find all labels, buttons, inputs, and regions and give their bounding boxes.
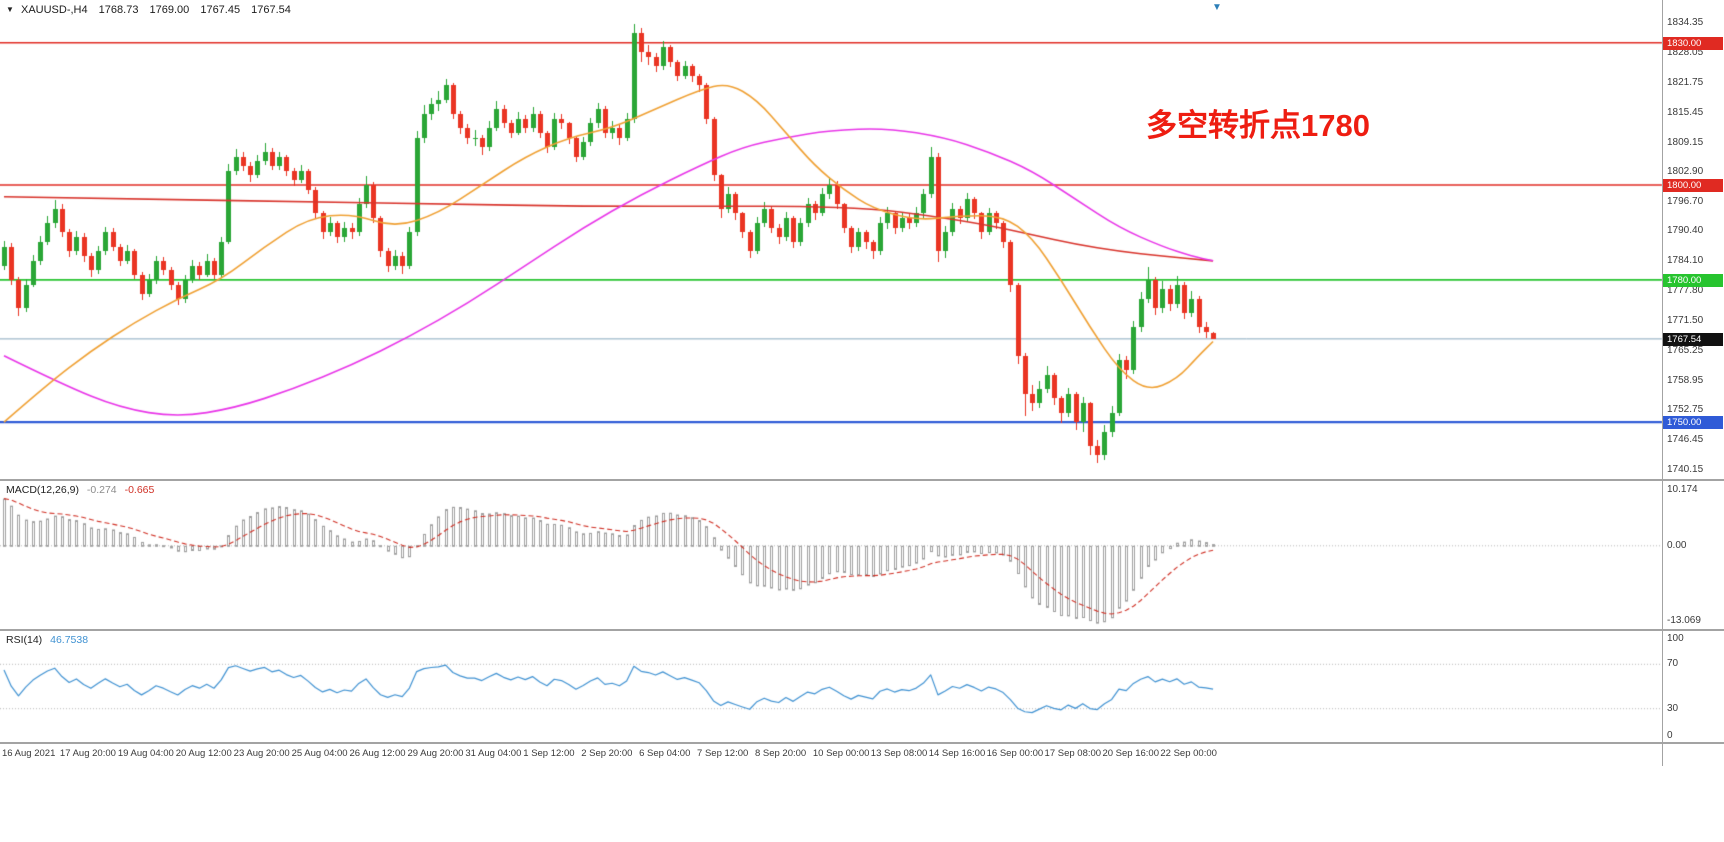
price-axis-label: 1809.15 — [1667, 136, 1704, 148]
price-axis-label: 1828.05 — [1667, 46, 1704, 58]
time-axis-label: 22 Sep 00:00 — [1160, 748, 1217, 759]
time-axis-label: 2 Sep 20:00 — [581, 748, 633, 759]
time-axis-label: 1 Sep 12:00 — [523, 748, 575, 759]
time-axis-label: 6 Sep 04:00 — [639, 748, 691, 759]
panel-separator[interactable] — [0, 742, 1724, 744]
quote-close: 1767.54 — [251, 4, 291, 16]
time-axis[interactable]: 16 Aug 2021 17 Aug 20:00 19 Aug 04:00 20 Au… — [0, 744, 1662, 766]
rsi-indicator-label: RSI(14) 46.7538 — [6, 634, 93, 646]
time-axis-label: 20 Aug 12:00 — [175, 748, 232, 759]
collapse-triangle-icon[interactable]: ▼ — [6, 5, 14, 14]
time-axis-label: 17 Aug 20:00 — [59, 748, 116, 759]
time-axis-label: 29 Aug 20:00 — [407, 748, 464, 759]
price-axis-label: 1771.50 — [1667, 315, 1704, 327]
price-axis-label: 1746.45 — [1667, 433, 1704, 445]
price-axis-label: 1765.25 — [1667, 344, 1704, 356]
rsi-value: 46.7538 — [50, 634, 89, 646]
symbol-timeframe-label: XAUUSD-,H4 — [20, 4, 88, 16]
macd-axis-label: 10.174 — [1667, 484, 1698, 495]
time-axis-label: 10 Sep 00:00 — [812, 748, 870, 759]
price-axis-label: 1802.90 — [1667, 166, 1704, 178]
price-tag-1750.00: 1750.00 — [1663, 416, 1723, 430]
chart-header: ▼ XAUUSD-,H4 1768.73 1769.00 1767.45 176… — [6, 4, 291, 16]
macd-axis-label: -13.069 — [1667, 615, 1701, 626]
macd-value-main: -0.274 — [86, 484, 117, 496]
time-axis-label: 14 Sep 16:00 — [928, 748, 986, 759]
macd-value-signal: -0.665 — [124, 484, 155, 496]
price-axis-label: 1740.15 — [1667, 463, 1704, 475]
price-axis-label: 1752.75 — [1667, 404, 1704, 416]
price-axis-label: 1758.95 — [1667, 374, 1704, 386]
time-axis-label: 19 Aug 04:00 — [117, 748, 174, 759]
macd-name: MACD(12,26,9) — [6, 484, 79, 496]
price-axis-label: 1821.75 — [1667, 76, 1704, 88]
current-price-tag: 1767.54 — [1663, 332, 1723, 346]
time-axis-label: 7 Sep 12:00 — [697, 748, 749, 759]
rsi-axis-label: 30 — [1667, 702, 1679, 714]
price-tag-1800.00: 1800.00 — [1663, 178, 1723, 192]
annotation-text: 多空转折点1780 — [1146, 108, 1370, 143]
time-axis-label: 23 Aug 20:00 — [233, 748, 290, 759]
price-axis[interactable]: 1834.35 1828.05 1821.75 1815.45 1809.15 1802.… — [1663, 0, 1724, 766]
quote-open: 1768.73 — [98, 4, 139, 16]
price-axis-label: 1790.40 — [1667, 225, 1704, 237]
panel-separator[interactable] — [0, 479, 1724, 481]
price-tag-1830.00: 1830.00 — [1663, 36, 1723, 50]
time-axis-label: 17 Sep 08:00 — [1044, 748, 1102, 759]
price-axis-label: 1834.35 — [1667, 17, 1704, 29]
quote-low: 1767.45 — [200, 4, 241, 16]
price-axis-label: 1777.80 — [1667, 285, 1704, 297]
price-axis-label: 1815.45 — [1667, 106, 1704, 118]
time-axis-label: 16 Sep 00:00 — [986, 748, 1044, 759]
price-axis-label: 1796.70 — [1667, 195, 1704, 207]
macd-indicator-label: MACD(12,26,9) -0.274 -0.665 — [6, 484, 159, 496]
time-axis-label: 31 Aug 04:00 — [465, 748, 522, 759]
time-axis-label: 16 Aug 2021 — [2, 748, 56, 759]
quote-high: 1769.00 — [149, 4, 190, 16]
rsi-axis-label: 70 — [1667, 658, 1679, 670]
time-axis-label: 26 Aug 12:00 — [349, 748, 406, 759]
time-axis-label: 25 Aug 04:00 — [291, 748, 348, 759]
time-axis-label: 8 Sep 20:00 — [754, 748, 807, 759]
rsi-axis-label: 100 — [1667, 633, 1684, 644]
panel-separator[interactable] — [0, 629, 1724, 631]
time-axis-label: 13 Sep 08:00 — [870, 748, 928, 759]
price-tag-1780.00: 1780.00 — [1663, 273, 1723, 287]
rsi-name: RSI(14) — [6, 634, 43, 646]
time-axis-label: 20 Sep 16:00 — [1102, 748, 1159, 759]
autoscroll-marker-icon[interactable]: ▼ — [1212, 2, 1222, 13]
macd-axis-label: 0.00 — [1667, 539, 1687, 551]
rsi-axis-label: 0 — [1667, 730, 1673, 741]
price-axis-label: 1784.10 — [1667, 255, 1704, 267]
axis-separator — [1662, 0, 1663, 766]
